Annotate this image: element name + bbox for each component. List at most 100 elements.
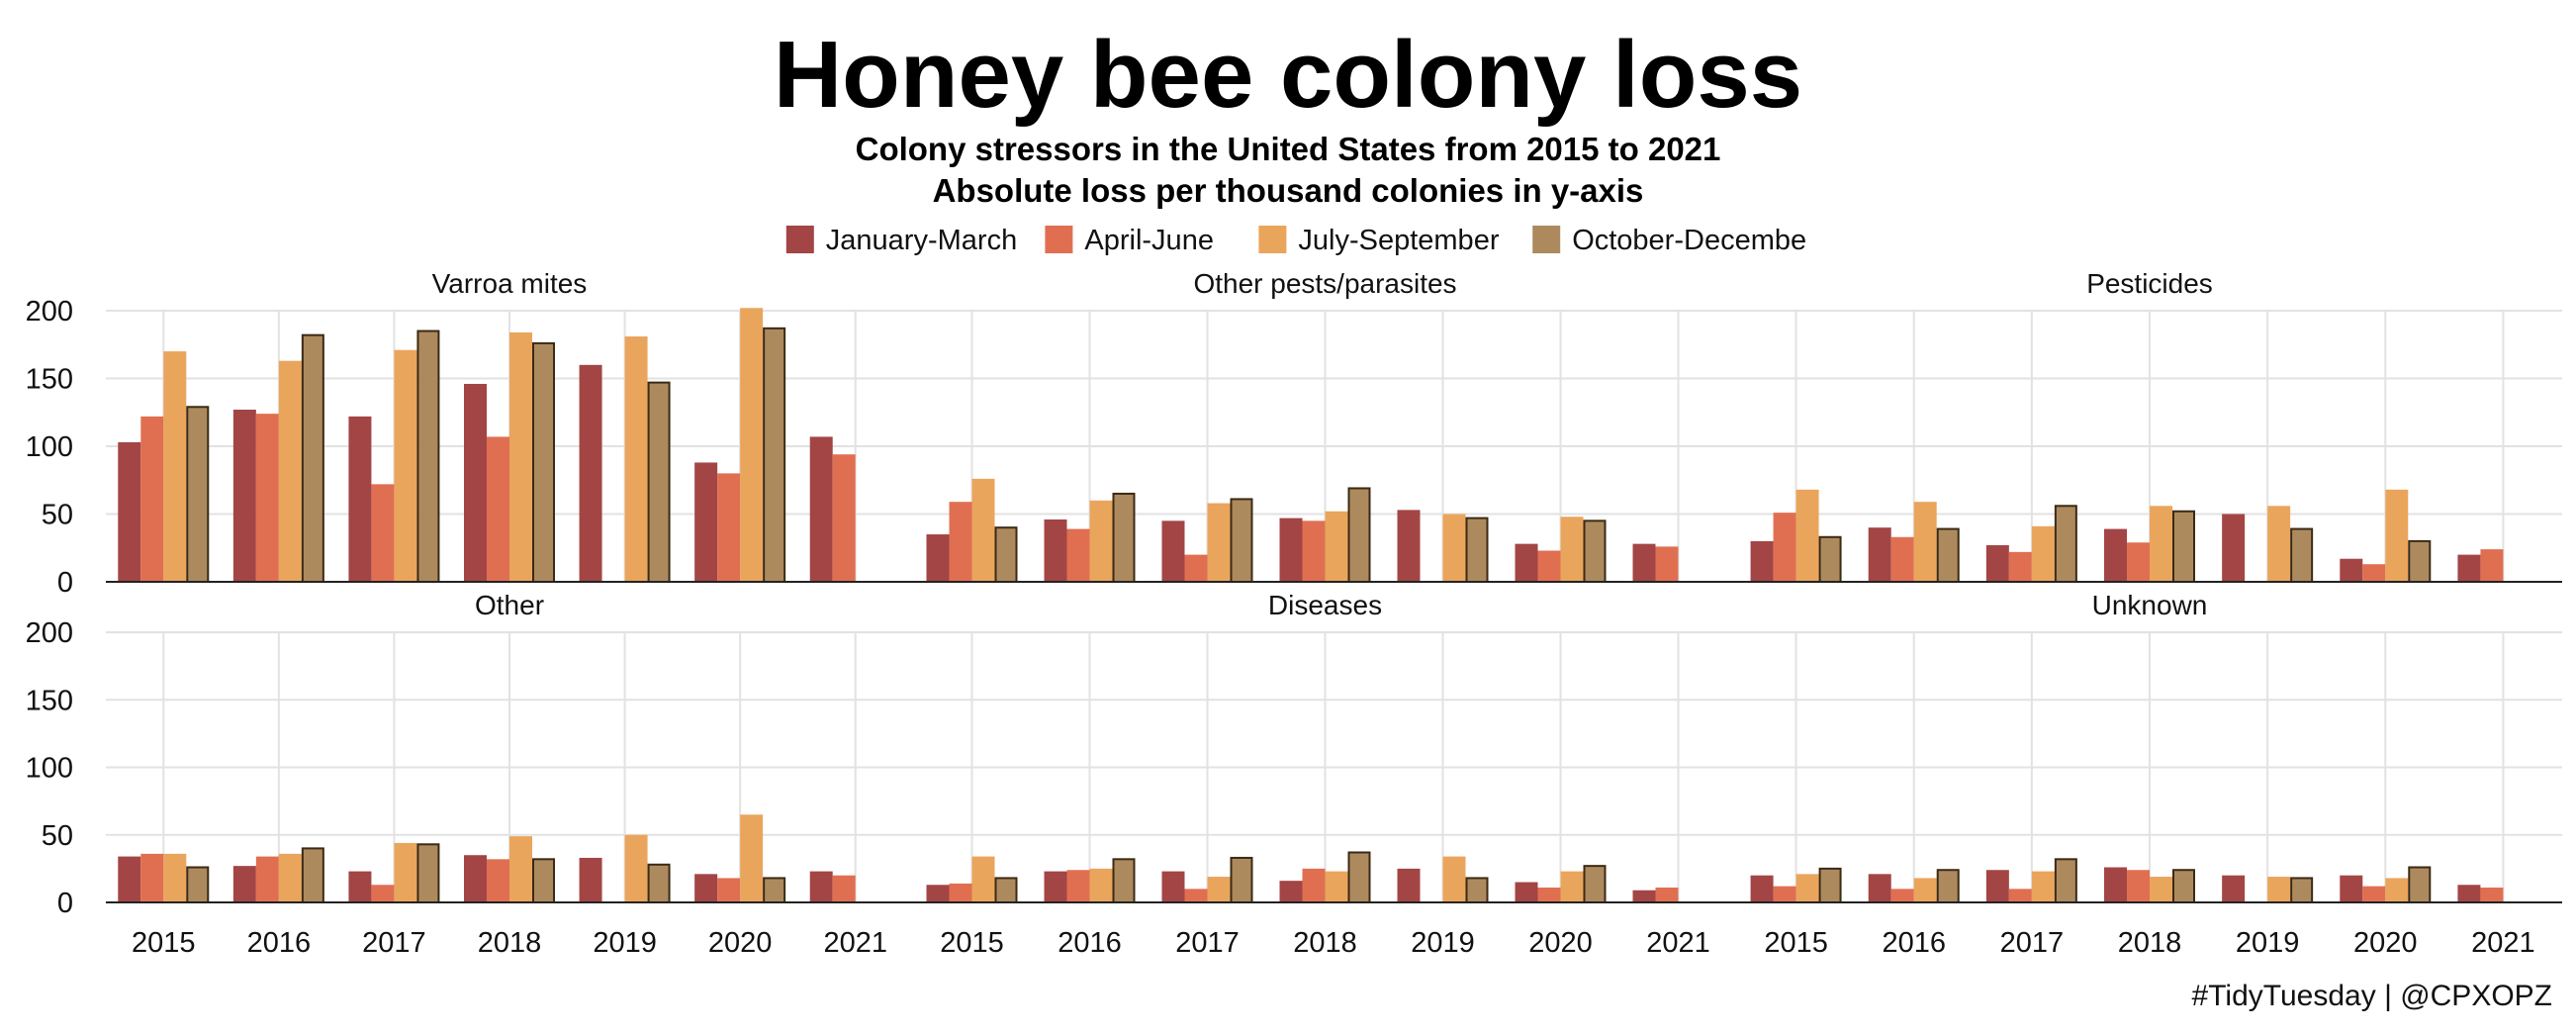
- facet-other: Other 0 50 100 150 200 2015 2016 2017 2018 2019 202…: [26, 590, 913, 959]
- bar-january-march-2021: [2457, 554, 2481, 582]
- bar-october-decembe-2015: [994, 877, 1018, 903]
- bar-october-decembe-2017: [1230, 498, 1253, 583]
- legend-label-january-march: January-March: [826, 225, 1017, 256]
- bar-july-september-2018: [1325, 511, 1348, 582]
- facet-strip-label: Unknown: [2092, 590, 2208, 620]
- bar-october-decembe-2016: [301, 333, 324, 583]
- bar-july-september-2017: [1207, 877, 1231, 902]
- bar-july-september-2017: [394, 842, 417, 902]
- bar-july-september-2019: [624, 834, 648, 902]
- bar-april-june-2021: [1655, 546, 1679, 582]
- bar-april-june-2017: [1184, 889, 1208, 902]
- bar-october-decembe-2018: [1347, 487, 1371, 583]
- facet-unknown: Unknown 2015 2016 2017 2018 2019 2020 2021: [1737, 590, 2562, 959]
- bar-april-june-2021: [2480, 549, 2504, 582]
- bar-october-decembe-2020: [2408, 866, 2432, 904]
- bar-july-september-2017: [394, 349, 417, 582]
- y-tick-label: 0: [57, 888, 73, 919]
- bar-october-decembe-2015: [1818, 535, 1842, 583]
- bar-april-june-2020: [1537, 887, 1561, 902]
- bar-april-june-2018: [2127, 870, 2150, 902]
- y-tick-label: 50: [42, 820, 73, 852]
- x-tick-label: 2016: [1882, 927, 1946, 959]
- facet-diseases: Diseases 2015 2016 2017 2018 2019 2020 2021: [913, 590, 1737, 959]
- bar-april-june-2016: [1066, 870, 1090, 902]
- bar-july-september-2015: [1795, 489, 1819, 582]
- legend-swatch-january-march: [785, 226, 814, 253]
- x-tick-label: 2019: [593, 927, 657, 959]
- bar-january-march-2019: [579, 857, 602, 902]
- bar-january-march-2018: [2104, 528, 2127, 582]
- bar-october-decembe-2020: [1583, 865, 1607, 904]
- bar-january-march-2015: [926, 885, 950, 902]
- bar-october-decembe-2015: [186, 866, 210, 904]
- bar-july-september-2018: [1325, 871, 1348, 902]
- bar-july-september-2017: [2031, 525, 2055, 582]
- x-tick-label: 2018: [1293, 927, 1357, 959]
- legend-item-october-decembe: October-Decembe: [1532, 225, 1806, 256]
- bar-october-decembe-2017: [2054, 505, 2077, 583]
- y-tick-label: 0: [57, 567, 73, 599]
- facet-strip-label: Varroa mites: [432, 268, 588, 299]
- bar-january-march-2015: [926, 534, 950, 582]
- bar-april-june-2015: [140, 853, 164, 902]
- y-tick-label: 150: [26, 685, 73, 716]
- x-tick-label: 2018: [2118, 927, 2182, 959]
- bar-april-june-2017: [2008, 889, 2032, 902]
- bar-april-june-2015: [1773, 513, 1796, 582]
- bar-april-june-2016: [1890, 889, 1914, 902]
- bar-april-june-2015: [140, 416, 164, 582]
- bar-april-june-2018: [1302, 520, 1326, 582]
- bar-april-june-2017: [2008, 551, 2032, 582]
- bar-january-march-2015: [1750, 875, 1774, 902]
- bar-october-decembe-2015: [994, 526, 1018, 584]
- bar-july-september-2015: [163, 351, 187, 582]
- bar-october-decembe-2019: [647, 863, 671, 904]
- x-tick-label: 2020: [1528, 927, 1593, 959]
- y-tick-label: 50: [42, 500, 73, 531]
- bar-october-decembe-2016: [1936, 527, 1960, 584]
- x-tick-label: 2021: [1646, 927, 1710, 959]
- bar-january-march-2020: [1515, 543, 1538, 582]
- bar-january-march-2019: [579, 364, 602, 582]
- bar-january-march-2020: [1515, 882, 1538, 902]
- bar-july-september-2016: [1913, 878, 1937, 902]
- bar-january-march-2020: [2340, 875, 2363, 902]
- bar-july-september-2018: [2150, 877, 2172, 902]
- bar-october-decembe-2017: [416, 843, 440, 903]
- bar-april-june-2016: [1890, 536, 1914, 582]
- bar-july-september-2016: [1913, 502, 1937, 582]
- bar-january-march-2020: [694, 462, 718, 582]
- bar-january-march-2016: [232, 866, 256, 902]
- facet-other-pests-parasites: Other pests/parasites: [913, 268, 1737, 584]
- bar-april-june-2017: [371, 885, 395, 902]
- bar-april-june-2020: [1537, 550, 1561, 582]
- chart-subtitle-line1: Colony stressors in the United States fr…: [856, 131, 1721, 167]
- bar-april-june-2020: [717, 473, 741, 582]
- legend-swatch-october-decembe: [1532, 226, 1561, 253]
- bar-october-decembe-2018: [2172, 510, 2195, 584]
- bar-january-march-2019: [2222, 875, 2246, 902]
- bar-january-march-2016: [232, 410, 256, 582]
- x-tick-label: 2021: [2471, 927, 2535, 959]
- bar-january-march-2021: [1632, 543, 1656, 582]
- bar-october-decembe-2019: [2290, 877, 2314, 903]
- bar-october-decembe-2018: [532, 858, 555, 904]
- x-tick-label: 2016: [1058, 927, 1122, 959]
- bar-october-decembe-2018: [1347, 851, 1371, 903]
- bar-october-decembe-2018: [532, 341, 555, 583]
- bar-october-decembe-2018: [2172, 869, 2195, 903]
- x-tick-label: 2020: [2353, 927, 2418, 959]
- legend-item-july-september: July-September: [1258, 225, 1500, 256]
- bar-january-march-2017: [348, 871, 372, 902]
- y-tick-label: 200: [26, 296, 73, 328]
- bar-october-decembe-2017: [2054, 858, 2077, 904]
- bar-july-september-2015: [163, 853, 187, 902]
- chart-subtitle-line2: Absolute loss per thousand colonies in y…: [933, 172, 1644, 209]
- facet-varroa-mites: Varroa mites 0 50 100 150 200: [26, 268, 913, 599]
- bar-april-june-2016: [255, 856, 279, 902]
- bar-july-september-2018: [509, 331, 532, 582]
- x-tick-label: 2015: [1764, 927, 1828, 959]
- bar-april-june-2018: [487, 436, 509, 582]
- legend-item-january-march: January-March: [785, 225, 1017, 256]
